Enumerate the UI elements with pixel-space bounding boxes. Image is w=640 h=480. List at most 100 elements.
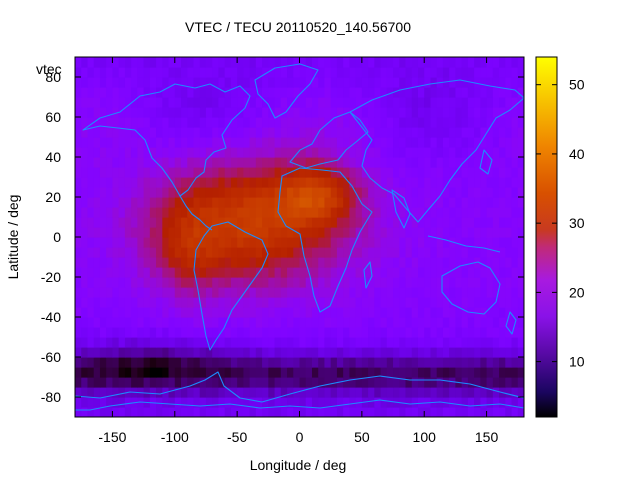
heatmap-cell	[417, 147, 425, 158]
heatmap-cell	[293, 207, 301, 218]
heatmap-cell	[405, 187, 413, 198]
heatmap-cell	[218, 137, 226, 148]
heatmap-cell	[168, 147, 176, 158]
heatmap-cell	[124, 197, 132, 208]
heatmap-cell	[449, 137, 457, 148]
heatmap-cell	[156, 57, 163, 68]
heatmap-cell	[224, 77, 232, 88]
heatmap-cell	[343, 227, 350, 238]
heatmap-cell	[355, 147, 363, 158]
heatmap-cell	[405, 287, 413, 298]
heatmap-cell	[374, 167, 382, 178]
heatmap-cell	[511, 207, 519, 218]
heatmap-cell	[474, 137, 481, 148]
heatmap-cell	[137, 157, 145, 168]
heatmap-cell	[405, 67, 413, 78]
heatmap-cell	[87, 387, 95, 398]
heatmap-cell	[474, 337, 481, 348]
heatmap-cell	[181, 87, 188, 98]
heatmap-cell	[318, 57, 326, 68]
heatmap-cell	[230, 247, 238, 258]
heatmap-cell	[162, 407, 170, 417]
heatmap-cell	[156, 147, 163, 158]
heatmap-cell	[449, 57, 457, 68]
heatmap-cell	[486, 377, 494, 388]
heatmap-cell	[424, 227, 432, 238]
heatmap-cell	[187, 407, 195, 417]
heatmap-cell	[274, 387, 282, 398]
heatmap-cell	[118, 337, 126, 348]
heatmap-cell	[305, 137, 313, 148]
heatmap-cell	[380, 407, 388, 417]
heatmap-cell	[417, 387, 425, 398]
heatmap-cell	[137, 377, 145, 388]
heatmap-cell	[93, 217, 101, 228]
heatmap-cell	[311, 107, 319, 118]
heatmap-cell	[143, 357, 151, 368]
heatmap-cell	[474, 207, 481, 218]
heatmap-cell	[149, 147, 157, 158]
heatmap-cell	[280, 177, 288, 188]
heatmap-cell	[505, 357, 513, 368]
heatmap-cell	[255, 337, 263, 348]
heatmap-cell	[255, 217, 263, 228]
heatmap-cell	[505, 387, 513, 398]
heatmap-cell	[330, 67, 338, 78]
heatmap-cell	[467, 287, 475, 298]
heatmap-cell	[361, 247, 369, 258]
heatmap-cell	[87, 177, 95, 188]
heatmap-cell	[149, 377, 157, 388]
heatmap-cell	[386, 317, 394, 328]
heatmap-cell	[249, 367, 257, 378]
heatmap-cell	[81, 367, 89, 378]
chart-title: VTEC / TECU 20110520_140.56700	[185, 19, 411, 35]
heatmap-cell	[193, 307, 201, 318]
heatmap-cell	[305, 157, 313, 168]
heatmap-cell	[355, 387, 363, 398]
heatmap-cell	[474, 147, 481, 158]
heatmap-cell	[492, 397, 500, 408]
heatmap-cell	[168, 357, 176, 368]
heatmap-cell	[230, 187, 238, 198]
heatmap-cell	[262, 127, 269, 138]
heatmap-cell	[218, 337, 226, 348]
heatmap-cell	[274, 77, 282, 88]
heatmap-cell	[293, 167, 301, 178]
heatmap-cell	[237, 337, 244, 348]
heatmap-cell	[511, 57, 519, 68]
heatmap-cell	[218, 167, 226, 178]
x-tick-label: 150	[475, 429, 499, 445]
heatmap-cell	[293, 317, 301, 328]
heatmap-cell	[386, 237, 394, 248]
heatmap-cell	[430, 227, 438, 238]
heatmap-cell	[262, 227, 269, 238]
heatmap-cell	[343, 77, 350, 88]
heatmap-cell	[193, 327, 201, 338]
heatmap-cell	[187, 277, 195, 288]
heatmap-cell	[243, 247, 251, 258]
heatmap-cell	[324, 107, 332, 118]
heatmap-cell	[199, 87, 207, 98]
heatmap-cell	[324, 137, 332, 148]
heatmap-cell	[380, 77, 388, 88]
heatmap-cell	[87, 287, 95, 298]
heatmap-cell	[168, 257, 176, 268]
heatmap-cell	[249, 387, 257, 398]
heatmap-cell	[486, 227, 494, 238]
heatmap-cell	[75, 117, 82, 128]
heatmap-cell	[411, 217, 419, 228]
heatmap-cell	[199, 187, 207, 198]
heatmap-cell	[480, 77, 488, 88]
heatmap-cell	[474, 357, 481, 368]
heatmap-cell	[467, 347, 475, 358]
heatmap-cell	[424, 317, 432, 328]
heatmap-cell	[486, 207, 494, 218]
heatmap-cell	[262, 307, 269, 318]
heatmap-cell	[149, 327, 157, 338]
heatmap-cell	[143, 167, 151, 178]
heatmap-cell	[143, 157, 151, 168]
heatmap-cell	[311, 337, 319, 348]
heatmap-cell	[118, 197, 126, 208]
heatmap-cell	[205, 127, 213, 138]
heatmap-cell	[461, 217, 469, 228]
